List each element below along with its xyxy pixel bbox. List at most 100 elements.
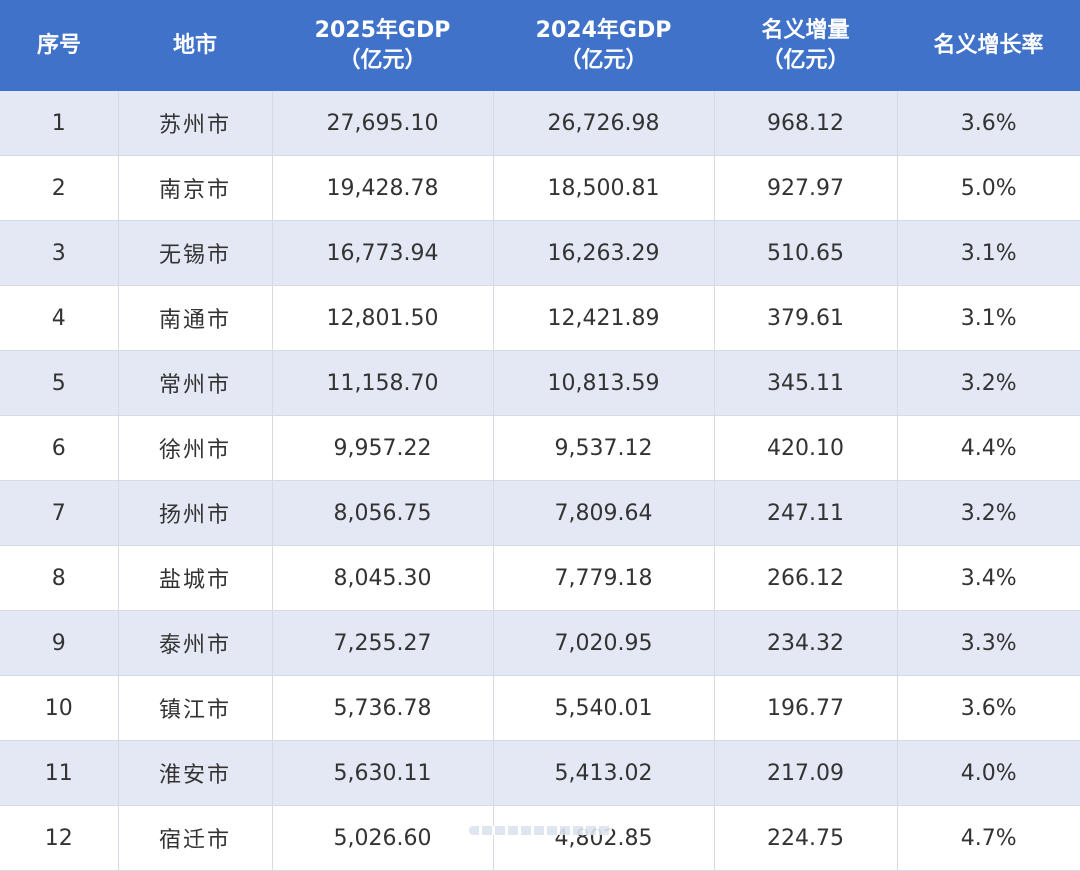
cell-nominal-increase: 247.11 [714, 480, 898, 546]
header-nominal-increase-unit: （亿元） [761, 47, 850, 73]
cell-city: 徐州市 [118, 415, 273, 481]
cell-rank: 6 [0, 415, 119, 481]
cell-rank: 2 [0, 155, 119, 221]
cell-rank: 4 [0, 285, 119, 351]
cell-growth-rate: 3.6% [897, 675, 1080, 741]
cell-gdp-2024: 12,421.89 [493, 285, 715, 351]
cell-nominal-increase: 345.11 [714, 350, 898, 416]
cell-growth-rate: 3.2% [897, 480, 1080, 546]
table-row: 6 徐州市 9,957.22 9,537.12 420.10 4.4% [0, 415, 1080, 481]
cell-city: 宿迁市 [118, 805, 273, 871]
table-row: 4 南通市 12,801.50 12,421.89 379.61 3.1% [0, 285, 1080, 351]
cell-growth-rate: 4.0% [897, 740, 1080, 806]
cell-gdp-2024: 10,813.59 [493, 350, 715, 416]
table-row: 3 无锡市 16,773.94 16,263.29 510.65 3.1% [0, 220, 1080, 286]
cell-gdp-2024: 26,726.98 [493, 91, 715, 156]
cell-rank: 5 [0, 350, 119, 416]
header-gdp-2025-unit: （亿元） [338, 47, 427, 73]
cell-growth-rate: 3.1% [897, 285, 1080, 351]
cell-growth-rate: 4.7% [897, 805, 1080, 871]
cell-gdp-2025: 27,695.10 [272, 91, 494, 156]
cell-gdp-2024: 9,537.12 [493, 415, 715, 481]
cell-gdp-2025: 5,026.60 [272, 805, 494, 871]
header-nominal-increase-label: 名义增量 [761, 17, 850, 43]
cell-nominal-increase: 420.10 [714, 415, 898, 481]
cell-city: 苏州市 [118, 91, 273, 156]
cell-rank: 3 [0, 220, 119, 286]
cell-nominal-increase: 217.09 [714, 740, 898, 806]
cell-city: 盐城市 [118, 545, 273, 611]
cell-gdp-2024: 4,802.85 [493, 805, 715, 871]
cell-growth-rate: 3.1% [897, 220, 1080, 286]
header-gdp-2024-unit: （亿元） [559, 47, 648, 73]
cell-rank: 11 [0, 740, 119, 806]
scroll-indicator [469, 826, 612, 835]
table-row: 11 淮安市 5,630.11 5,413.02 217.09 4.0% [0, 740, 1080, 806]
header-rank-label: 序号 [36, 32, 81, 58]
header-gdp-2025-label: 2025年GDP [314, 17, 451, 43]
cell-rank: 10 [0, 675, 119, 741]
table-row: 8 盐城市 8,045.30 7,779.18 266.12 3.4% [0, 545, 1080, 611]
table-row: 2 南京市 19,428.78 18,500.81 927.97 5.0% [0, 155, 1080, 221]
header-gdp-2024: 2024年GDP （亿元） [493, 0, 714, 91]
cell-city: 南京市 [118, 155, 273, 221]
cell-rank: 12 [0, 805, 119, 871]
cell-city: 泰州市 [118, 610, 273, 676]
cell-rank: 8 [0, 545, 119, 611]
cell-gdp-2025: 19,428.78 [272, 155, 494, 221]
cell-city: 无锡市 [118, 220, 273, 286]
cell-gdp-2024: 7,779.18 [493, 545, 715, 611]
header-rank: 序号 [0, 0, 118, 91]
cell-gdp-2025: 7,255.27 [272, 610, 494, 676]
cell-nominal-increase: 379.61 [714, 285, 898, 351]
cell-gdp-2025: 5,630.11 [272, 740, 494, 806]
header-city-label: 地市 [172, 32, 217, 58]
cell-rank: 9 [0, 610, 119, 676]
header-gdp-2025: 2025年GDP （亿元） [272, 0, 493, 91]
cell-city: 南通市 [118, 285, 273, 351]
table-body: 1 苏州市 27,695.10 26,726.98 968.12 3.6% 2 … [0, 91, 1080, 871]
cell-growth-rate: 3.3% [897, 610, 1080, 676]
cell-growth-rate: 5.0% [897, 155, 1080, 221]
header-nominal-increase: 名义增量 （亿元） [714, 0, 897, 91]
table-header: 序号 地市 2025年GDP （亿元） 2024年GDP （亿元） 名义增量 （… [0, 0, 1080, 91]
cell-nominal-increase: 510.65 [714, 220, 898, 286]
cell-gdp-2025: 8,045.30 [272, 545, 494, 611]
cell-gdp-2024: 5,413.02 [493, 740, 715, 806]
header-city: 地市 [118, 0, 272, 91]
cell-nominal-increase: 968.12 [714, 91, 898, 156]
cell-growth-rate: 3.6% [897, 91, 1080, 156]
table-row: 1 苏州市 27,695.10 26,726.98 968.12 3.6% [0, 91, 1080, 156]
table-row: 10 镇江市 5,736.78 5,540.01 196.77 3.6% [0, 675, 1080, 741]
cell-gdp-2024: 7,020.95 [493, 610, 715, 676]
cell-city: 扬州市 [118, 480, 273, 546]
cell-growth-rate: 3.4% [897, 545, 1080, 611]
header-nominal-growth-rate-label: 名义增长率 [933, 32, 1044, 58]
cell-nominal-increase: 234.32 [714, 610, 898, 676]
cell-nominal-increase: 927.97 [714, 155, 898, 221]
cell-rank: 1 [0, 91, 119, 156]
cell-gdp-2025: 16,773.94 [272, 220, 494, 286]
cell-gdp-2025: 12,801.50 [272, 285, 494, 351]
cell-growth-rate: 3.2% [897, 350, 1080, 416]
cell-city: 淮安市 [118, 740, 273, 806]
cell-rank: 7 [0, 480, 119, 546]
cell-nominal-increase: 266.12 [714, 545, 898, 611]
table-row: 7 扬州市 8,056.75 7,809.64 247.11 3.2% [0, 480, 1080, 546]
cell-gdp-2025: 8,056.75 [272, 480, 494, 546]
table-row: 12 宿迁市 5,026.60 4,802.85 224.75 4.7% [0, 805, 1080, 871]
cell-nominal-increase: 224.75 [714, 805, 898, 871]
cell-gdp-2025: 9,957.22 [272, 415, 494, 481]
cell-gdp-2024: 5,540.01 [493, 675, 715, 741]
cell-gdp-2025: 11,158.70 [272, 350, 494, 416]
cell-gdp-2024: 18,500.81 [493, 155, 715, 221]
header-row: 序号 地市 2025年GDP （亿元） 2024年GDP （亿元） 名义增量 （… [0, 0, 1080, 91]
cell-gdp-2025: 5,736.78 [272, 675, 494, 741]
cell-city: 镇江市 [118, 675, 273, 741]
table-row: 5 常州市 11,158.70 10,813.59 345.11 3.2% [0, 350, 1080, 416]
header-nominal-growth-rate: 名义增长率 [897, 0, 1080, 91]
cell-city: 常州市 [118, 350, 273, 416]
cell-nominal-increase: 196.77 [714, 675, 898, 741]
cell-gdp-2024: 16,263.29 [493, 220, 715, 286]
